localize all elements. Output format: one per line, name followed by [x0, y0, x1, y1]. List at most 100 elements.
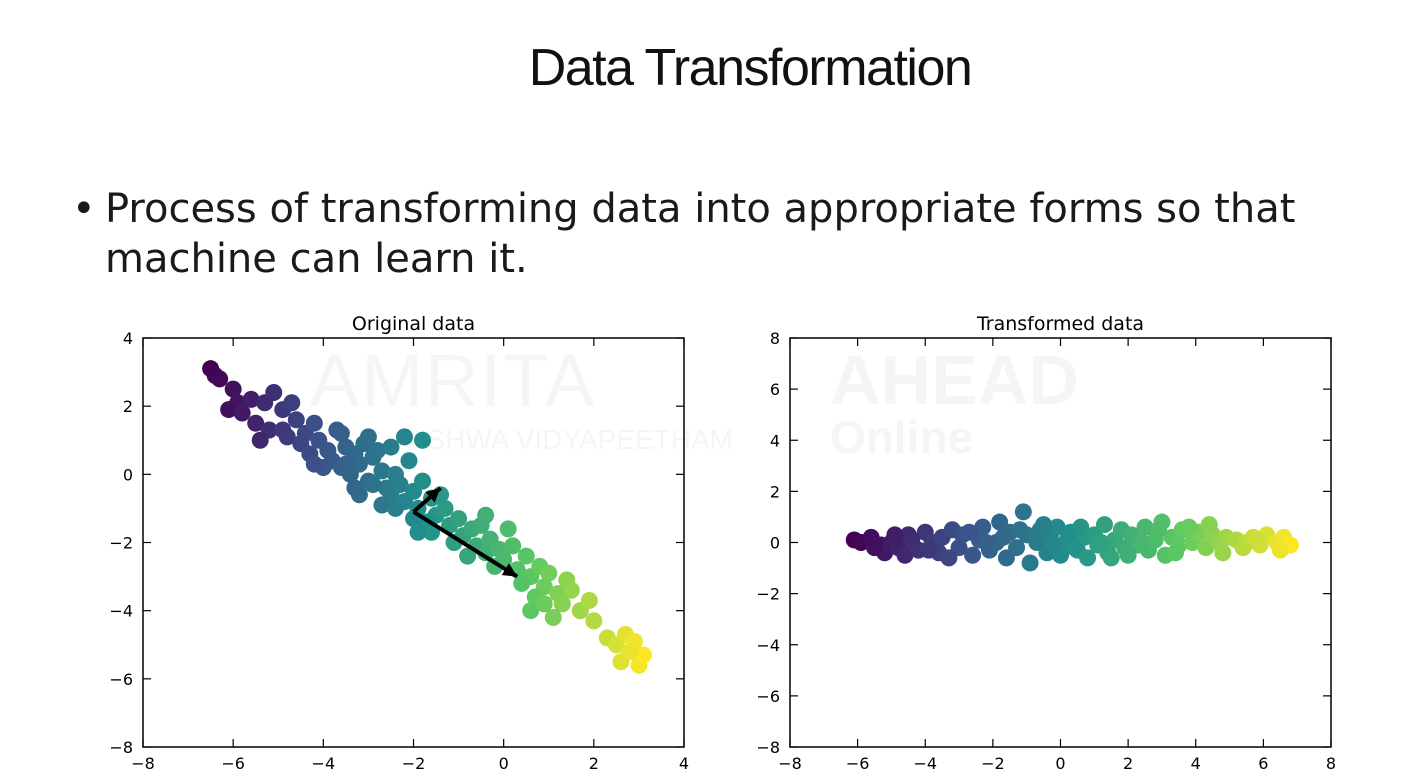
- y-tick-label: 8: [770, 329, 780, 348]
- scatter-point: [346, 479, 364, 497]
- x-tick-label: 4: [1191, 754, 1201, 771]
- y-tick-label: 0: [123, 465, 133, 484]
- y-tick-label: −6: [756, 687, 780, 706]
- scatter-point: [1200, 516, 1218, 534]
- x-tick-label: −6: [846, 754, 870, 771]
- scatter-point: [305, 414, 323, 432]
- scatter-point: [400, 452, 418, 470]
- scatter-point: [459, 547, 477, 565]
- y-tick-label: −4: [109, 602, 133, 621]
- scatter-point: [224, 380, 242, 398]
- scatter-point: [544, 608, 562, 626]
- scatter-point: [974, 518, 992, 536]
- y-tick-label: 2: [123, 397, 133, 416]
- scatter-point: [517, 547, 535, 565]
- y-tick-label: −6: [109, 670, 133, 689]
- scatter-point: [513, 574, 531, 592]
- scatter-point: [386, 499, 404, 517]
- scatter-point: [1271, 541, 1289, 559]
- scatter-point: [265, 384, 283, 402]
- scatter-point: [1150, 521, 1168, 539]
- y-tick-label: −2: [109, 534, 133, 553]
- scatter-point: [364, 476, 382, 494]
- scatter-point: [382, 438, 400, 456]
- bullet-dot-icon: •: [72, 186, 96, 232]
- scatter-point: [1214, 544, 1232, 562]
- scatter-point: [1166, 544, 1184, 562]
- scatter-point: [562, 581, 580, 599]
- y-tick-label: −2: [756, 585, 780, 604]
- slide-title: Data Transformation: [528, 39, 973, 97]
- x-tick-label: −8: [131, 754, 155, 771]
- scatter-point: [1079, 549, 1097, 567]
- scatter-point: [964, 546, 982, 564]
- scatter-point: [580, 591, 598, 609]
- scatter-point: [233, 404, 251, 422]
- scatter-point: [450, 510, 468, 528]
- scatter-point: [220, 401, 238, 419]
- scatter-point: [477, 544, 495, 562]
- scatter-point: [994, 528, 1012, 546]
- x-tick-label: 4: [679, 754, 689, 771]
- scatter-point: [535, 595, 553, 613]
- scatter-point: [373, 462, 391, 480]
- scatter-point: [350, 455, 368, 473]
- scatter-point: [896, 546, 914, 564]
- scatter-point: [242, 390, 260, 408]
- chart-title: Transformed data: [976, 313, 1144, 335]
- scatter-point: [211, 370, 229, 388]
- scatter-point: [960, 523, 978, 541]
- scatter-point: [553, 595, 571, 613]
- scatter-point: [1008, 539, 1026, 557]
- scatter-point: [1045, 536, 1063, 554]
- scatter-point: [621, 643, 639, 661]
- scatter-point: [287, 411, 305, 429]
- scatter-point: [332, 424, 350, 442]
- scatter-point: [886, 526, 904, 544]
- scatter-point: [305, 455, 323, 473]
- x-tick-label: −4: [312, 754, 336, 771]
- scatter-point: [866, 539, 884, 557]
- scatter-point: [368, 441, 386, 459]
- y-tick-label: 6: [770, 380, 780, 399]
- scatter-point: [414, 472, 432, 490]
- scatter-point: [477, 506, 495, 524]
- scatter-point: [1014, 503, 1032, 521]
- principal-axis-arrow: [412, 510, 519, 579]
- scatter-point: [1102, 549, 1120, 567]
- scatter-point: [436, 499, 454, 517]
- scatter-point: [1035, 516, 1053, 534]
- scatter-point: [395, 428, 413, 446]
- chart-title: Original data: [352, 313, 475, 335]
- scatter-point: [634, 646, 652, 664]
- scatter-point: [247, 414, 265, 432]
- y-tick-label: 4: [770, 431, 780, 450]
- scatter-point: [540, 564, 558, 582]
- x-tick-label: −8: [778, 754, 802, 771]
- scatter-point: [1092, 534, 1110, 551]
- x-tick-label: −4: [913, 754, 937, 771]
- scatter-point: [1021, 554, 1039, 572]
- x-tick-label: −6: [221, 754, 245, 771]
- scatter-point: [251, 431, 269, 449]
- scatter-point: [499, 520, 517, 538]
- scatter-point: [337, 455, 355, 473]
- scatter-point: [504, 537, 522, 555]
- x-tick-label: 6: [1258, 754, 1268, 771]
- y-tick-label: −8: [109, 738, 133, 757]
- x-tick-label: 2: [589, 754, 599, 771]
- scatter-point: [359, 428, 377, 446]
- x-tick-label: −2: [402, 754, 426, 771]
- scatter-point: [1180, 518, 1198, 536]
- scatter-point: [522, 602, 540, 620]
- scatter-point: [391, 476, 409, 494]
- x-tick-label: 2: [1123, 754, 1133, 771]
- scatter-point: [283, 394, 301, 412]
- scatter-point: [1248, 531, 1266, 549]
- scatter-point: [278, 428, 296, 446]
- y-tick-label: −8: [756, 738, 780, 757]
- x-tick-label: 8: [1326, 754, 1336, 771]
- scatter-point: [1095, 516, 1113, 534]
